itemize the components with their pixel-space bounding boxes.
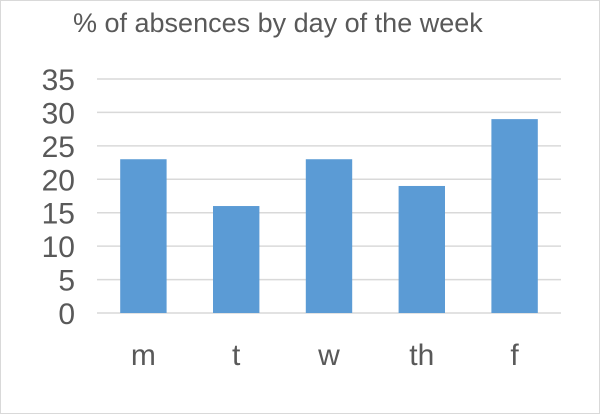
y-tick-label: 10 [42,231,75,264]
x-tick-label: w [317,339,340,372]
x-tick-label: t [232,339,241,372]
bar-w [305,159,353,313]
y-tick-label: 0 [58,298,75,331]
x-axis-ticks: m t w th f [131,339,520,372]
x-tick-label: f [510,339,519,372]
bar-m [120,159,167,313]
y-tick-label: 20 [42,164,75,197]
bar-f [491,119,538,313]
y-tick-label: 5 [58,265,75,298]
y-tick-label: 15 [42,198,75,231]
y-tick-label: 30 [42,97,75,130]
bar-th [398,185,445,313]
y-tick-label: 35 [42,64,75,97]
bars [120,119,538,313]
x-tick-label: m [131,339,156,372]
bar-t [213,206,260,313]
x-tick-label: th [409,339,434,372]
chart-title: % of absences by day of the week [73,8,483,38]
y-tick-label: 25 [42,131,75,164]
